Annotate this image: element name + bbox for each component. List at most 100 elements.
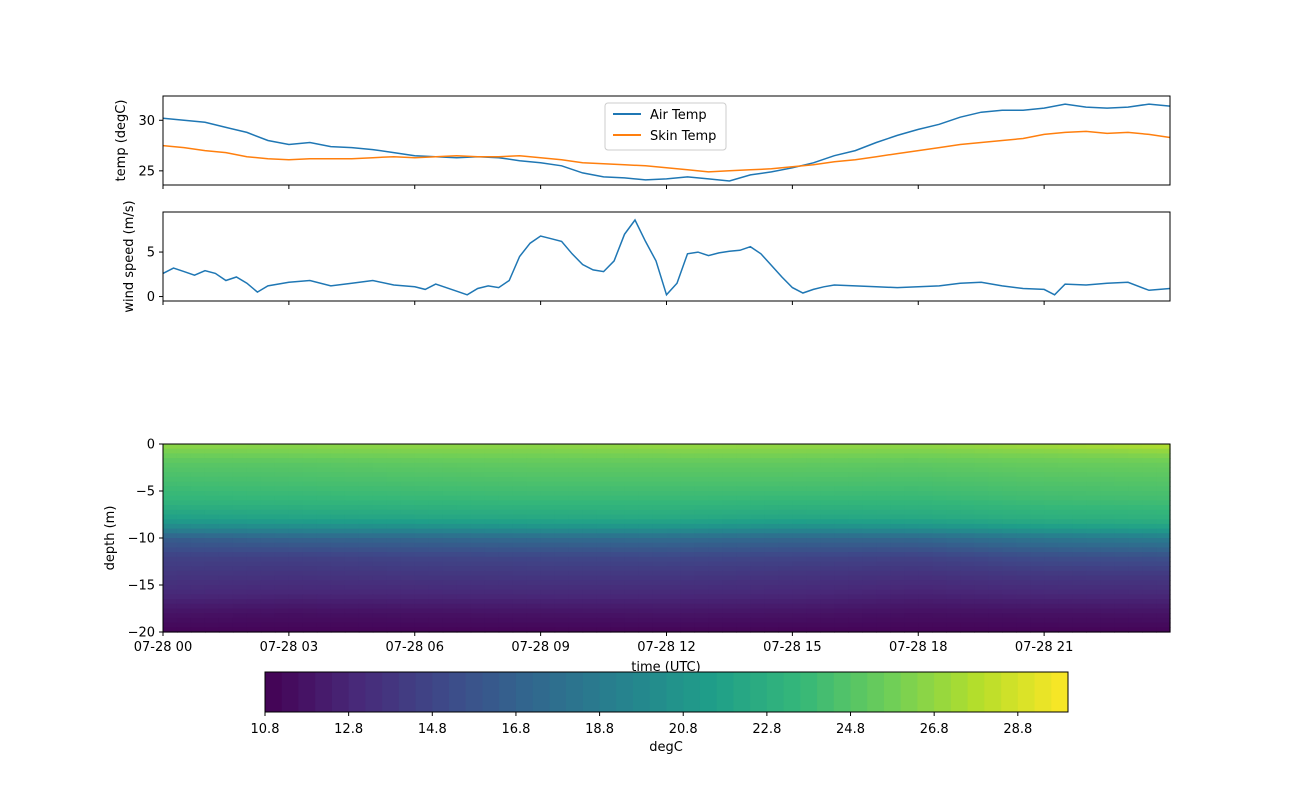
heatmap-cell [820,603,835,610]
heatmap-cell [624,566,640,572]
heatmap-cell [246,481,262,487]
heatmap-cell [568,570,584,577]
heatmap-cell [1058,472,1073,478]
heatmap-cell [974,533,989,539]
heatmap-cell [750,458,766,464]
heatmap-cell [1156,585,1171,591]
heatmap-cell [1016,528,1031,534]
heatmap-cell [1114,453,1129,459]
heatmap-cell [1058,617,1073,624]
heatmap-cell [624,444,640,450]
heatmap-cell [568,523,584,530]
heatmap-cell [876,500,891,506]
heatmap-cell [1086,556,1101,563]
heatmap-cell [806,481,821,487]
colorbar-tick-label: 12.8 [334,722,363,737]
heatmap-cell [848,467,863,473]
heatmap-cell [330,519,346,525]
heatmap-cell [330,448,346,454]
heatmap-cell [190,528,206,534]
heatmap-cell [666,556,682,563]
heatmap-cell [708,495,724,501]
heatmap-cell [470,505,486,511]
heatmap-cell [428,458,444,464]
heatmap-cell [512,542,528,548]
heatmap-cell [512,552,528,558]
heatmap-cell [1002,528,1017,534]
heatmap-cell [484,622,500,628]
heatmap-cell [218,448,234,454]
heatmap-cell [750,617,766,624]
heatmap-cell [526,533,542,539]
heatmap-cell [806,594,821,600]
colorbar-band [699,672,718,712]
heatmap-cell [834,556,849,563]
heatmap-cell [540,575,556,581]
heatmap-cell [428,481,444,487]
heatmap-cell [694,627,710,633]
heatmap-cell [582,533,598,539]
heatmap-cell [163,556,178,563]
heatmap-cell [274,505,290,511]
heatmap-cell [876,509,891,516]
heatmap-cell [288,462,304,469]
heatmap-cell [1086,585,1101,591]
heatmap-cell [218,476,234,483]
heatmap-cell [694,561,710,567]
heatmap-cell [1114,509,1129,516]
heatmap-cell [848,505,863,511]
heatmap-cell [750,599,766,605]
heatmap-cell [736,589,752,595]
heatmap-cell [708,617,724,624]
heatmap-cell [190,467,206,473]
heatmap-cell [1114,514,1129,520]
heatmap-cell [1114,589,1129,595]
heatmap-cell [1058,575,1073,581]
heatmap-cell [358,505,374,511]
heatmap-cell [988,538,1003,544]
heatmap-cell [624,505,640,511]
heatmap-cell [232,523,248,530]
heatmap-cell [750,552,766,558]
heatmap-cell [163,519,178,525]
heatmap-cell [204,613,220,619]
heatmap-cell [1086,505,1101,511]
heatmap-cell [442,603,458,610]
heatmap-cell [652,627,668,633]
heatmap-cell [274,523,290,530]
heatmap-cell [638,603,654,610]
heatmap-cell [750,608,766,614]
heatmap-cell [288,472,304,478]
heatmap-cell [960,467,975,473]
heatmap-cell [1100,486,1115,492]
heatmap-cell [442,481,458,487]
heatmap-cell [260,467,276,473]
heatmap-cell [694,462,710,469]
heatmap-cell [316,542,332,548]
heatmap-cell [498,500,514,506]
heatmap-cell [890,533,905,539]
heatmap-cell [582,467,598,473]
heatmap-cell [974,599,989,605]
heatmap-cell [1156,589,1171,595]
heatmap-cell [1030,599,1045,605]
heatmap-cell [806,622,821,628]
heatmap-cell [792,509,807,516]
heatmap-cell [330,613,346,619]
heatmap-cell [414,580,430,586]
heatmap-cell [1016,509,1031,516]
heatmap-ylabel: depth (m) [103,506,118,571]
heatmap-cell [1100,566,1115,572]
heatmap-cell [498,561,514,567]
heatmap-cell [1030,495,1045,501]
heatmap-cell [890,613,905,619]
colorbar-tick-label: 18.8 [585,722,614,737]
heatmap-cell [414,627,430,633]
heatmap-cell [1044,608,1059,614]
heatmap-cell [330,561,346,567]
heatmap-cell [470,599,486,605]
heatmap-cell [750,444,766,450]
heatmap-cell [596,570,612,577]
heatmap-cell [736,481,752,487]
heatmap-cell [163,589,178,595]
